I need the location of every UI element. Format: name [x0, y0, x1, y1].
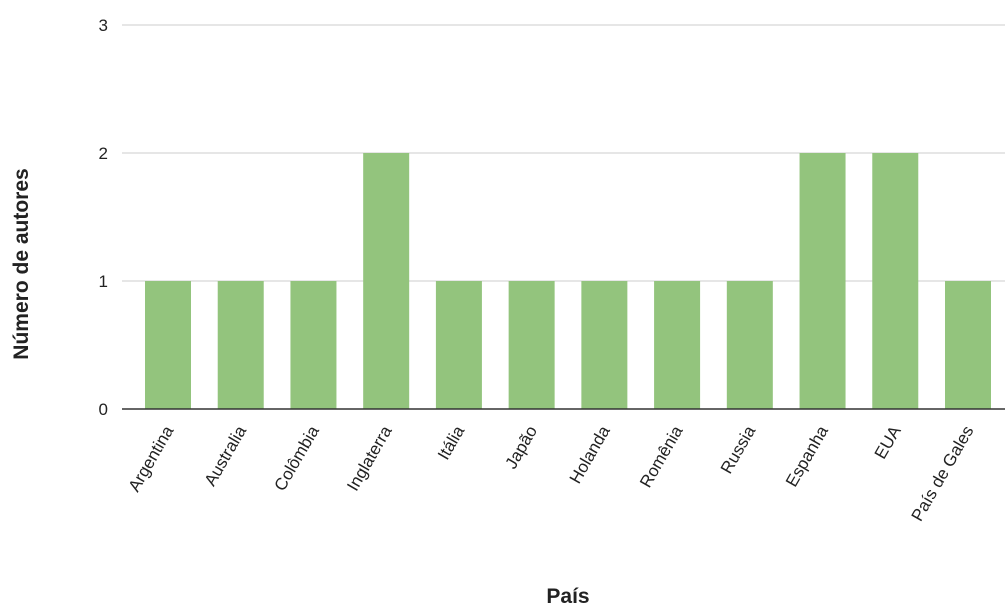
x-axis-title: País: [546, 585, 589, 607]
x-tick-label: EUA: [871, 422, 905, 462]
bar-7: [654, 281, 701, 409]
y-tick-label: 0: [99, 400, 108, 419]
y-tick-label: 1: [99, 272, 108, 291]
bar-11: [945, 281, 991, 409]
x-tick-label: Espanha: [782, 422, 832, 490]
x-tick-label: Japão: [501, 423, 541, 473]
bar-2: [290, 281, 337, 409]
bar-1: [217, 281, 264, 409]
x-tick-labels: Argentina Australia Colômbia Inglaterra Itál…: [125, 422, 978, 525]
y-tick-label: 2: [99, 144, 108, 163]
bars: [145, 153, 991, 409]
bar-6: [581, 281, 628, 409]
bar-8: [726, 281, 773, 409]
bar-3: [363, 153, 410, 409]
x-tick-label: Russia: [717, 422, 760, 477]
x-tick-label: Inglaterra: [343, 422, 396, 494]
bar-10: [872, 153, 919, 409]
y-tick-labels: 0 1 2 3: [99, 16, 108, 419]
bar-0: [145, 281, 191, 409]
y-axis-title: Número de autores: [10, 168, 33, 359]
x-tick-label: Australia: [201, 422, 251, 489]
gridlines: [122, 24, 1005, 282]
bar-4: [435, 281, 482, 409]
bar-9: [799, 153, 846, 409]
bar-5: [508, 281, 555, 409]
x-tick-label: País de Gales: [908, 423, 978, 525]
x-tick-label: Romênia: [636, 422, 687, 491]
x-tick-label: Itália: [434, 422, 469, 463]
y-tick-label: 3: [99, 16, 108, 35]
x-tick-label: Colômbia: [271, 422, 324, 494]
x-tick-label: Holanda: [566, 422, 614, 487]
x-tick-label: Argentina: [125, 422, 178, 495]
